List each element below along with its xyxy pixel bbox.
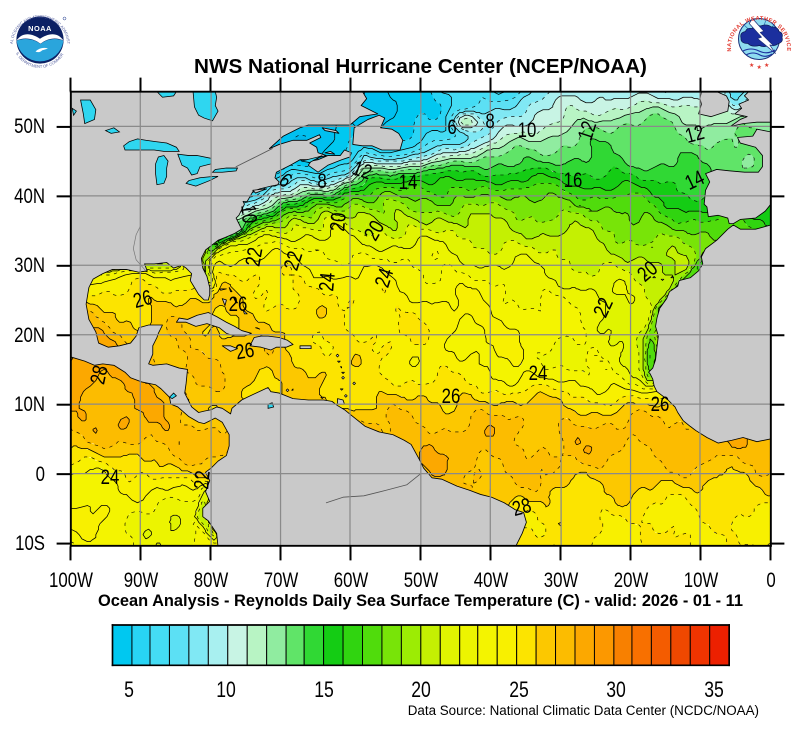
svg-text:NOAA: NOAA [28,24,52,33]
svg-text:★: ★ [749,62,754,69]
svg-text:★: ★ [764,62,769,69]
svg-text:★: ★ [757,64,762,70]
